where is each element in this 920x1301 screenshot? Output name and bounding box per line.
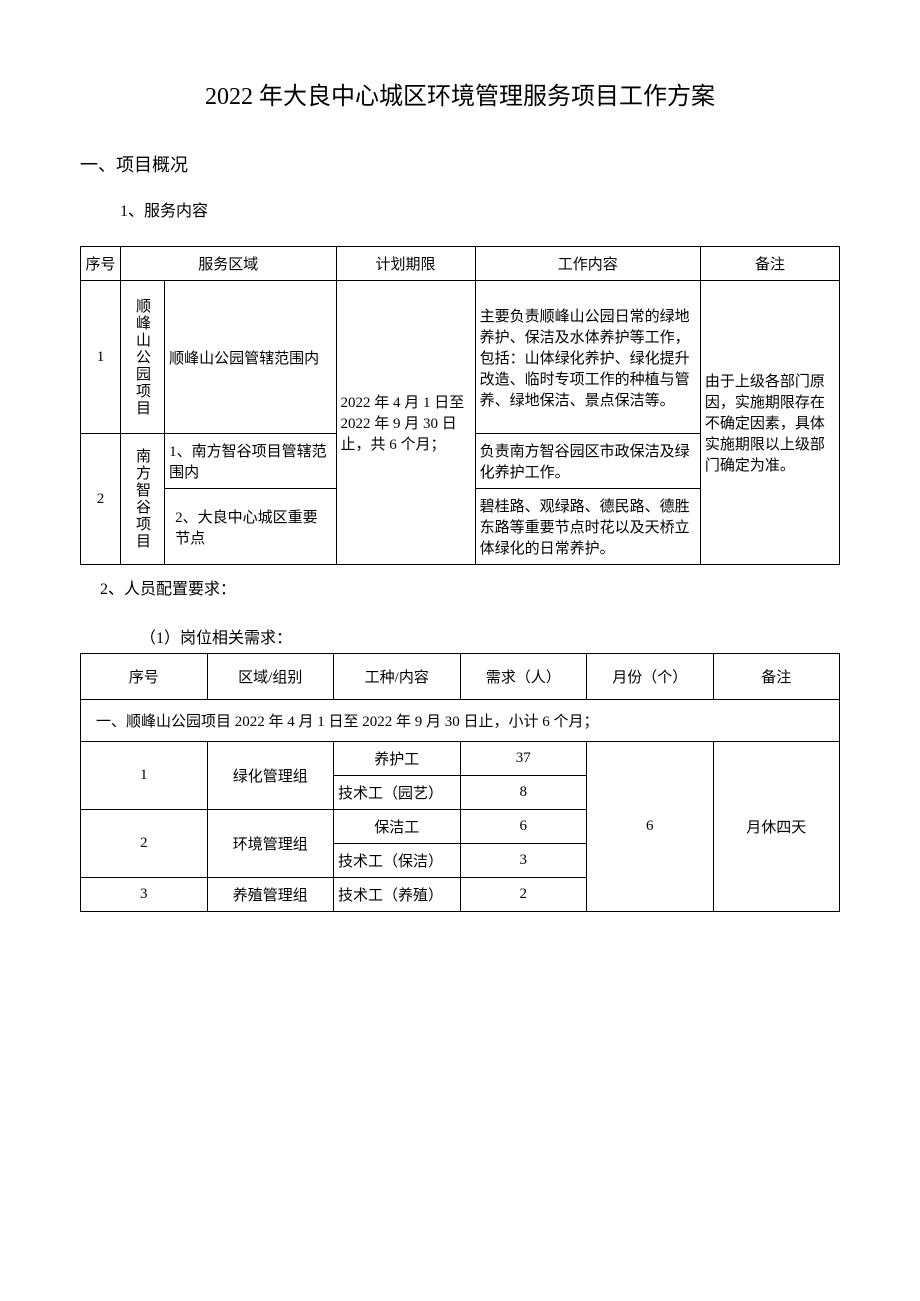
- cell-type: 技术工（园艺）: [334, 776, 461, 810]
- cell-remark: 由于上级各部门原因，实施期限存在不确定因素，具体实施期限以上级部门确定为准。: [700, 281, 839, 565]
- header-remark: 备注: [700, 247, 839, 281]
- header-seq: 序号: [81, 654, 208, 700]
- cell-seq: 2: [81, 810, 208, 878]
- cell-seq: 3: [81, 878, 208, 912]
- cell-seq: 1: [81, 742, 208, 810]
- cell-type: 保洁工: [334, 810, 461, 844]
- header-seq: 序号: [81, 247, 121, 281]
- document-title: 2022 年大良中心城区环境管理服务项目工作方案: [80, 76, 840, 111]
- table-row: 1 顺峰山公园项目 顺峰山公园管辖范围内 2022 年 4 月 1 日至 202…: [81, 281, 840, 434]
- cell-seq: 2: [81, 434, 121, 565]
- section-1-header: 一、项目概况: [80, 151, 840, 177]
- table-header-row: 序号 区域/组别 工种/内容 需求（人） 月份（个） 备注: [81, 654, 840, 700]
- cell-period: 2022 年 4 月 1 日至 2022 年 9 月 30 日止，共 6 个月；: [336, 281, 475, 565]
- table-row: 1 绿化管理组 养护工 37 6 月休四天: [81, 742, 840, 776]
- cell-type: 养护工: [334, 742, 461, 776]
- staffing-table: 序号 区域/组别 工种/内容 需求（人） 月份（个） 备注 一、顺峰山公园项目 …: [80, 653, 840, 912]
- cell-area: 环境管理组: [207, 810, 334, 878]
- header-months: 月份（个）: [587, 654, 714, 700]
- header-period: 计划期限: [336, 247, 475, 281]
- cell-area: 养殖管理组: [207, 878, 334, 912]
- cell-area-desc: 顺峰山公园管辖范围内: [165, 281, 336, 434]
- cell-type: 技术工（养殖）: [334, 878, 461, 912]
- header-area: 区域/组别: [207, 654, 334, 700]
- header-content: 工作内容: [475, 247, 700, 281]
- cell-demand: 2: [460, 878, 587, 912]
- header-type: 工种/内容: [334, 654, 461, 700]
- cell-content: 负责南方智谷园区市政保洁及绿化养护工作。: [475, 434, 700, 489]
- group-header-row: 一、顺峰山公园项目 2022 年 4 月 1 日至 2022 年 9 月 30 …: [81, 700, 840, 742]
- service-content-table: 序号 服务区域 计划期限 工作内容 备注 1 顺峰山公园项目 顺峰山公园管辖范围…: [80, 246, 840, 565]
- cell-area: 绿化管理组: [207, 742, 334, 810]
- table-header-row: 序号 服务区域 计划期限 工作内容 备注: [81, 247, 840, 281]
- cell-demand: 3: [460, 844, 587, 878]
- cell-area-desc: 1、南方智谷项目管辖范围内: [165, 434, 336, 489]
- header-area: 服务区域: [120, 247, 336, 281]
- cell-demand: 37: [460, 742, 587, 776]
- cell-remark: 月休四天: [713, 742, 840, 912]
- header-demand: 需求（人）: [460, 654, 587, 700]
- cell-type: 技术工（保洁）: [334, 844, 461, 878]
- cell-demand: 6: [460, 810, 587, 844]
- section-1-item-2: 2、人员配置要求：: [100, 575, 840, 599]
- section-1-item-2-sub-1: （1）岗位相关需求：: [140, 624, 840, 648]
- cell-seq: 1: [81, 281, 121, 434]
- section-1-item-1: 1、服务内容: [120, 197, 840, 221]
- cell-demand: 8: [460, 776, 587, 810]
- cell-content: 碧桂路、观绿路、德民路、德胜东路等重要节点时花以及天桥立体绿化的日常养护。: [475, 489, 700, 565]
- cell-area-label: 南方智谷项目: [120, 434, 164, 565]
- cell-area-desc: 2、大良中心城区重要节点: [165, 489, 336, 565]
- cell-area-label: 顺峰山公园项目: [120, 281, 164, 434]
- cell-content: 主要负责顺峰山公园日常的绿地养护、保洁及水体养护等工作，包括：山体绿化养护、绿化…: [475, 281, 700, 434]
- group-header: 一、顺峰山公园项目 2022 年 4 月 1 日至 2022 年 9 月 30 …: [81, 700, 840, 742]
- header-remark: 备注: [713, 654, 840, 700]
- cell-months: 6: [587, 742, 714, 912]
